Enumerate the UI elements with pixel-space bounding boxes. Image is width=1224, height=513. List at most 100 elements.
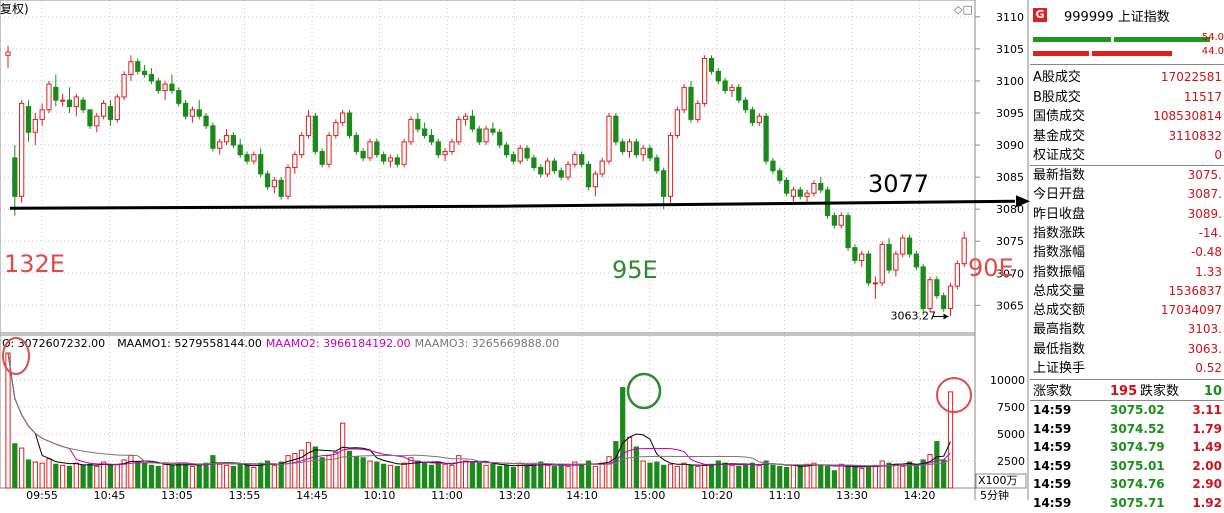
candle-body-up bbox=[32, 118, 38, 133]
candle-body-down bbox=[613, 115, 619, 143]
volume-bar-down bbox=[182, 463, 189, 489]
candle-body-down bbox=[80, 99, 86, 111]
volume-bar-down bbox=[551, 465, 558, 489]
candle-body-up bbox=[285, 167, 291, 197]
volume-bar-up bbox=[39, 462, 45, 489]
candle-body-down bbox=[934, 279, 940, 297]
volume-bar-down bbox=[715, 460, 721, 489]
candle-body-up bbox=[292, 154, 298, 168]
candle-body-down bbox=[230, 134, 237, 146]
candle-body-up bbox=[408, 118, 414, 143]
volume-bar-down bbox=[428, 464, 435, 489]
volume-bar-up bbox=[640, 460, 646, 489]
stat-row: B股成交 11517 bbox=[1030, 88, 1224, 107]
price-axis-label: 3105 bbox=[996, 43, 1024, 56]
volume-axis-label: 7500 bbox=[997, 401, 1025, 414]
volume-bar-down bbox=[394, 465, 400, 489]
candle-body-up bbox=[565, 163, 571, 178]
chart-control-icon: ◇□ bbox=[954, 3, 973, 16]
panel-title: G 999999 上证指数 bbox=[1030, 6, 1224, 25]
g-badge[interactable]: G bbox=[1033, 8, 1047, 22]
volume-axis-label: 5000 bbox=[997, 428, 1025, 441]
low-annotation: 3063.27 bbox=[891, 309, 937, 322]
volume-bar-up bbox=[305, 442, 312, 489]
tick-price: 3074.52 bbox=[1110, 421, 1165, 436]
stat-label: 最低指数 bbox=[1033, 341, 1086, 357]
candle-body-down bbox=[278, 179, 284, 197]
price-axis-label: 3070 bbox=[996, 267, 1024, 280]
volume-bar-down bbox=[770, 464, 776, 489]
candle-body-down bbox=[66, 99, 73, 108]
candle-body-up bbox=[299, 134, 305, 156]
volume-axis-label: 10000 bbox=[990, 374, 1025, 387]
candle-body-up bbox=[189, 109, 196, 117]
volume-unit-box bbox=[975, 473, 1027, 489]
candle-body-down bbox=[264, 173, 271, 188]
volume-bar-down bbox=[763, 460, 769, 489]
volume-bar-up bbox=[326, 455, 332, 489]
tick-price: 3074.79 bbox=[1110, 440, 1165, 454]
volume-bar-up bbox=[900, 465, 906, 489]
ma-line-3 bbox=[7, 352, 951, 467]
candle-body-up bbox=[401, 141, 407, 165]
tick-row[interactable]: 14:59 3074.79 1.49 bbox=[1030, 438, 1224, 457]
volume-bar-down bbox=[264, 460, 271, 489]
candle-body-down bbox=[421, 128, 428, 136]
ma-line-2 bbox=[7, 352, 951, 467]
volume-bar-down bbox=[913, 464, 919, 489]
volume-bar-up bbox=[32, 461, 38, 489]
volume-bar-down bbox=[80, 464, 86, 489]
price-frame bbox=[0, 0, 976, 334]
time-axis-label: 15:00 bbox=[634, 489, 666, 500]
volume-bar-down bbox=[87, 463, 93, 489]
candle-body-down bbox=[312, 115, 318, 152]
time-axis-label: 10:10 bbox=[364, 489, 396, 500]
volume-bar-down bbox=[503, 464, 510, 489]
tick-row[interactable]: 14:59 3075.02 3.11 bbox=[1030, 401, 1224, 420]
up-count-value: 195 bbox=[1110, 384, 1138, 399]
tick-price: 3075.01 bbox=[1110, 458, 1165, 473]
chart-grid bbox=[0, 0, 975, 488]
candle-body-up bbox=[223, 134, 230, 143]
tick-time: 14:59 bbox=[1033, 477, 1072, 491]
stat-label: 权证成交 bbox=[1033, 148, 1086, 163]
index-code: 999999 bbox=[1064, 10, 1114, 25]
index-code-name: 999999 上证指数 bbox=[1064, 6, 1170, 25]
stat-row: 最高指数 3103. bbox=[1030, 320, 1224, 339]
volume-bar-down bbox=[906, 461, 913, 489]
index-name: 上证指数 bbox=[1117, 10, 1170, 25]
candle-body-down bbox=[141, 70, 148, 76]
candle-body-down bbox=[182, 102, 189, 117]
volume-bar-down bbox=[374, 461, 380, 489]
candle-body-down bbox=[736, 86, 742, 101]
volume-bar-up bbox=[592, 465, 598, 489]
volume-bar-down bbox=[497, 465, 503, 489]
tick-time: 14:59 bbox=[1033, 440, 1072, 454]
stat-value: 3063. bbox=[1187, 341, 1222, 356]
candle-body-up bbox=[756, 115, 762, 124]
volume-bar-down bbox=[920, 459, 926, 489]
volume-bar-down bbox=[244, 464, 250, 489]
volume-unit-label: X100万 bbox=[978, 474, 1018, 487]
candle-body-down bbox=[360, 150, 366, 159]
tick-row[interactable]: 14:59 3075.01 2.00 bbox=[1030, 457, 1224, 476]
volume-bar-up bbox=[572, 461, 578, 489]
tick-row[interactable]: 14:59 3075.71 1.92 bbox=[1030, 494, 1224, 513]
kline-chart[interactable]: 3110310531003095309030853080307530703065… bbox=[0, 0, 1030, 500]
candle-body-down bbox=[428, 134, 435, 143]
tick-row[interactable]: 14:59 3074.76 2.90 bbox=[1030, 475, 1224, 494]
volume-bar-down bbox=[210, 455, 216, 489]
candle-body-up bbox=[893, 253, 899, 271]
volume-bar-up bbox=[838, 463, 844, 489]
volume-bar-down bbox=[230, 465, 237, 489]
volume-bar-down bbox=[490, 463, 496, 489]
tick-time: 14:59 bbox=[1033, 495, 1072, 510]
volume-bar-down bbox=[469, 461, 476, 489]
volume-bar-up bbox=[60, 464, 66, 489]
candle-body-up bbox=[954, 263, 960, 287]
candle-body-down bbox=[87, 109, 93, 127]
candle-body-up bbox=[947, 285, 954, 310]
stat-value: 3110832 bbox=[1168, 128, 1222, 143]
tick-row[interactable]: 14:59 3074.52 1.79 bbox=[1030, 420, 1224, 439]
candle-body-up bbox=[367, 141, 373, 159]
